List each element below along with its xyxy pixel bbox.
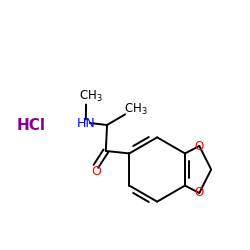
Text: HCl: HCl (16, 118, 46, 132)
Text: O: O (195, 140, 204, 152)
Text: HN: HN (76, 116, 95, 130)
Text: CH$_3$: CH$_3$ (79, 89, 102, 104)
Text: CH$_3$: CH$_3$ (124, 102, 147, 117)
Text: O: O (195, 186, 204, 200)
Text: O: O (91, 165, 101, 178)
